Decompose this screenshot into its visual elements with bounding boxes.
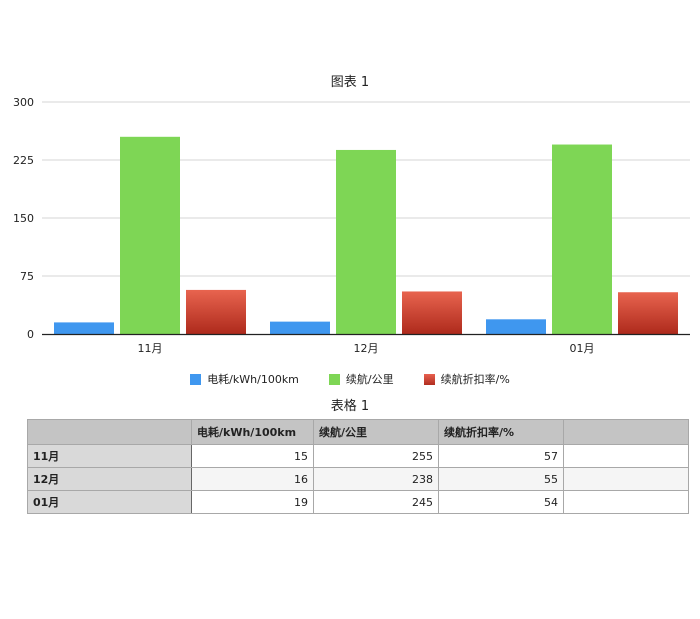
- legend-item-range: 续航/公里: [328, 371, 394, 387]
- table-cell: 255: [313, 444, 439, 468]
- legend-swatch-energy: [190, 373, 202, 385]
- y-tick-label: 300: [13, 96, 34, 109]
- legend-label-energy: 电耗/kWh/100km: [207, 373, 299, 386]
- legend-item-discount: 续航折扣率/%: [423, 371, 510, 387]
- bar-range: [552, 144, 612, 334]
- bar-discount: [186, 289, 246, 334]
- legend-item-energy: 电耗/kWh/100km: [190, 371, 299, 387]
- bar-range: [120, 136, 180, 334]
- table-row: 12月 16 238 55: [27, 467, 689, 491]
- table-cell-empty: [563, 467, 689, 491]
- table-cell: 57: [438, 444, 564, 468]
- table-header-discount: 续航折扣率/%: [438, 419, 564, 445]
- table-cell: 19: [191, 490, 314, 514]
- bar-discount: [402, 291, 462, 334]
- table-row-label: 12月: [27, 467, 192, 491]
- bar-energy: [54, 322, 114, 334]
- table-row: 11月 15 255 57: [27, 444, 689, 468]
- y-tick-label: 0: [27, 328, 34, 341]
- table-cell-empty: [563, 490, 689, 514]
- table-header-empty: [563, 419, 689, 445]
- y-tick-label: 225: [13, 154, 34, 167]
- chart-title: 图表 1: [330, 75, 370, 90]
- table-header-corner: [27, 419, 192, 445]
- bar-discount: [618, 292, 678, 334]
- table-row-label: 01月: [27, 490, 192, 514]
- table-header-range: 续航/公里: [313, 419, 439, 445]
- legend-swatch-range: [328, 373, 340, 385]
- bar-chart: 0 75 150 225 300 11月 12月 01月: [13, 96, 690, 355]
- table-cell: 245: [313, 490, 439, 514]
- table-cell: 15: [191, 444, 314, 468]
- bar-energy: [486, 319, 546, 334]
- table-cell: 238: [313, 467, 439, 491]
- table-header-energy: 电耗/kWh/100km: [191, 419, 314, 445]
- x-tick-label: 01月: [570, 342, 595, 355]
- y-tick-label: 75: [20, 270, 34, 283]
- chart-legend: 电耗/kWh/100km 续航/公里 续航折扣率/%: [0, 371, 700, 387]
- table-row: 01月 19 245 54: [27, 490, 689, 514]
- legend-label-discount: 续航折扣率/%: [440, 373, 510, 386]
- legend-swatch-discount: [423, 373, 435, 385]
- table-cell: 16: [191, 467, 314, 491]
- y-tick-label: 150: [13, 212, 34, 225]
- table-title: 表格 1: [330, 399, 370, 414]
- data-table: 电耗/kWh/100km 续航/公里 续航折扣率/% 11月 15 255 57…: [27, 419, 689, 514]
- table-cell: 55: [438, 467, 564, 491]
- table-row-label: 11月: [27, 444, 192, 468]
- x-tick-label: 11月: [138, 342, 163, 355]
- bar-energy: [270, 321, 330, 334]
- bar-range: [336, 149, 396, 334]
- table-cell-empty: [563, 444, 689, 468]
- table-header-row: 电耗/kWh/100km 续航/公里 续航折扣率/%: [27, 419, 689, 445]
- legend-label-range: 续航/公里: [345, 373, 394, 386]
- table-cell: 54: [438, 490, 564, 514]
- x-tick-label: 12月: [354, 342, 379, 355]
